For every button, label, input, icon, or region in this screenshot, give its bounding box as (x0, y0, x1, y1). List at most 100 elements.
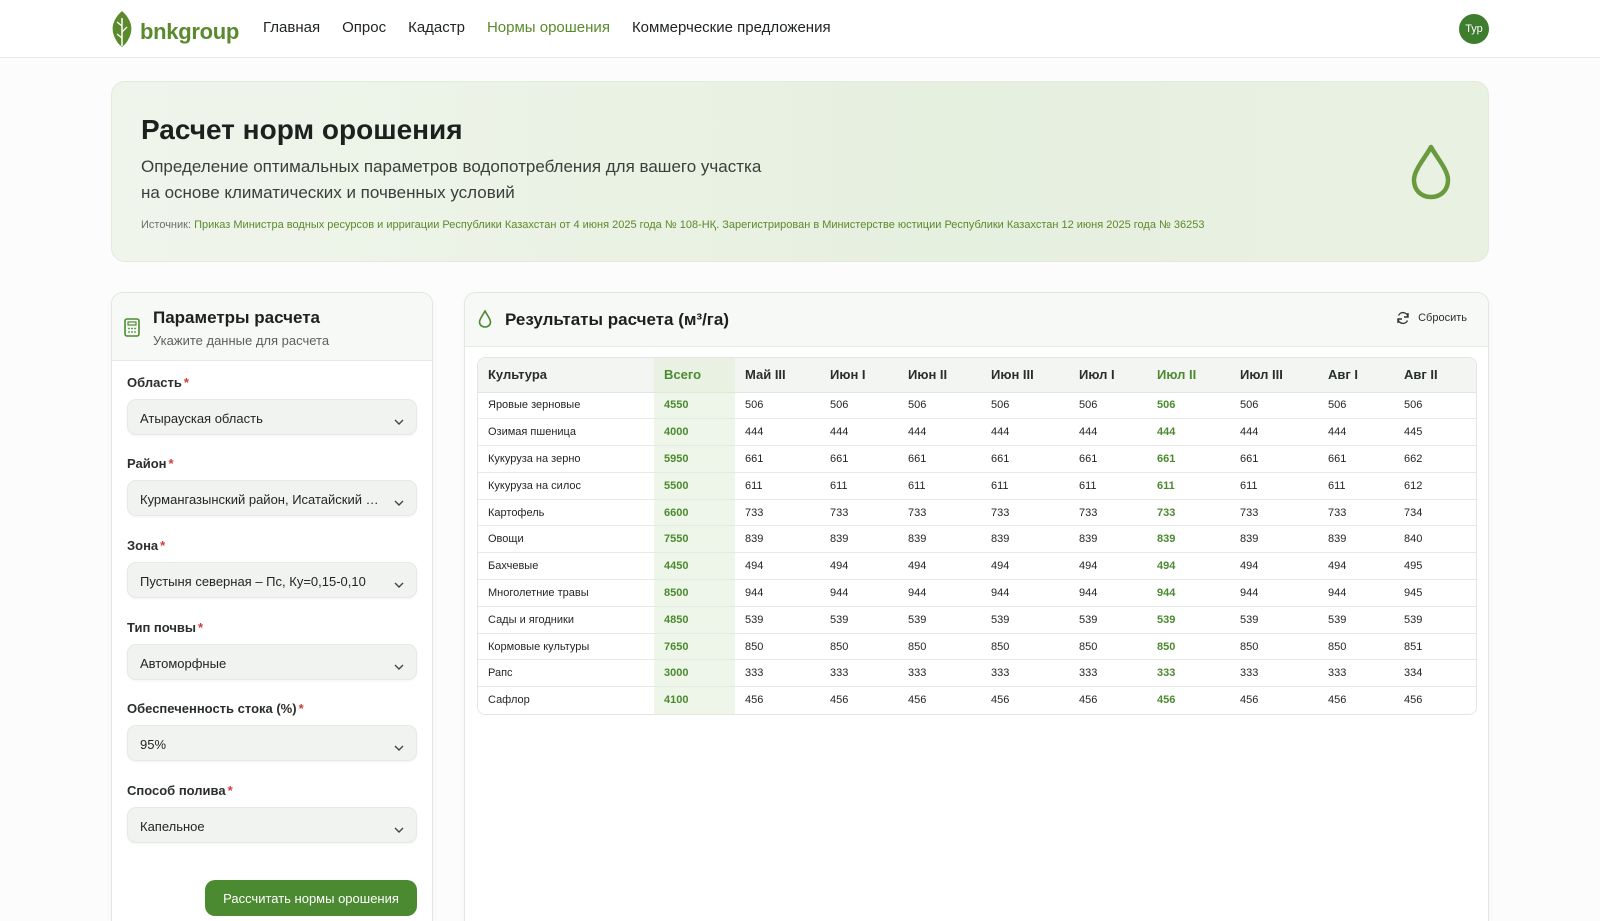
column-header[interactable]: Май III (735, 358, 820, 393)
value-cell: 839 (898, 525, 981, 554)
value-cell: 733 (981, 499, 1069, 527)
crop-name-cell: Картофель (478, 499, 654, 527)
crop-name-cell: Кормовые культуры (478, 633, 654, 661)
value-cell: 456 (1157, 694, 1176, 707)
value-cell: 495 (1394, 552, 1476, 581)
value-cell: 611 (1069, 472, 1147, 500)
value-cell: 734 (1394, 499, 1476, 527)
value-cell: 506 (735, 392, 820, 420)
value-cell: 944 (1318, 579, 1394, 607)
table-row: Сафлор 4100 456 456 456 456 456 456 456 456 456 (478, 686, 1476, 714)
value-cell: 611 (1318, 472, 1394, 500)
value-cell: 444 (820, 418, 898, 447)
region-select[interactable]: Атырауская область (127, 399, 417, 435)
value-cell: 444 (981, 418, 1069, 447)
value-cell: 445 (1394, 418, 1476, 447)
crop-name-cell: Озимая пшеница (478, 418, 654, 447)
user-avatar[interactable]: Тур (1459, 14, 1489, 44)
source-link[interactable]: Приказ Министра водных ресурсов и иррига… (194, 219, 1205, 231)
page-subtitle-line2: на основе климатических и почвенных усло… (141, 183, 515, 202)
results-title: Результаты расчета (м³/га) (505, 310, 730, 329)
value-cell: 840 (1394, 525, 1476, 554)
crop-name-cell: Рапс (478, 659, 654, 688)
value-cell: 733 (898, 499, 981, 527)
value-cell: 333 (735, 659, 820, 688)
calculator-icon (124, 318, 140, 342)
params-panel: Параметры расчета Укажите данные для рас… (111, 292, 433, 921)
value-cell: 494 (981, 552, 1069, 581)
nav-commercial-offers[interactable]: Коммерческие предложения (631, 19, 831, 36)
value-cell: 539 (820, 606, 898, 634)
page-subtitle: Определение оптимальных параметров водоп… (141, 154, 781, 206)
table-row: Кукуруза на зерно 5950 661 661 661 661 661 661 6… (478, 445, 1476, 473)
total-cell: 7650 (654, 633, 735, 661)
district-select[interactable]: Курмангазынский район, Исатайский район (127, 480, 417, 516)
value-cell: 661 (981, 445, 1069, 473)
soil-type-select[interactable]: Автоморфные (127, 644, 417, 680)
column-header[interactable]: Июн I (820, 358, 898, 393)
crop-name-cell: Кукуруза на зерно (478, 445, 654, 473)
value-cell: 944 (735, 579, 820, 607)
page-title: Расчет норм орошения (141, 114, 463, 145)
results-table-body: Яровые зерновые 4550 506 506 506 506 506 506 506… (478, 392, 1476, 714)
results-panel: Результаты расчета (м³/га) Сбросить Куль… (464, 292, 1489, 921)
column-header[interactable]: Всего (654, 358, 735, 393)
value-cell: 494 (1147, 552, 1230, 581)
results-panel-header: Результаты расчета (м³/га) Сбросить (465, 293, 1488, 347)
value-cell: 333 (1147, 659, 1230, 688)
nav-survey[interactable]: Опрос (342, 19, 387, 36)
column-header[interactable]: Июн II (898, 358, 981, 393)
crop-name-cell: Кукуруза на силос (478, 472, 654, 500)
irrigation-method-select[interactable]: Капельное (127, 807, 417, 843)
total-cell: 3000 (654, 659, 735, 688)
brand-name: bnkgroup (140, 18, 240, 44)
value-cell: 661 (1147, 445, 1230, 473)
chevron-down-icon (394, 413, 404, 428)
value-cell: 850 (1230, 633, 1318, 661)
value-cell: 333 (820, 659, 898, 688)
crop-name-cell: Овощи (478, 525, 654, 554)
table-row: Кукуруза на силос 5500 611 611 611 611 611 611 6… (478, 472, 1476, 500)
value-cell: 851 (1394, 633, 1476, 661)
column-header[interactable]: Июл II (1147, 358, 1230, 393)
value-cell: 456 (830, 694, 849, 707)
value-cell: 494 (820, 552, 898, 581)
column-header[interactable]: Июн III (981, 358, 1069, 393)
total-cell: 4100 (654, 686, 735, 714)
value-cell: 733 (1147, 499, 1230, 527)
page-subtitle-line1: Определение оптимальных параметров водоп… (141, 157, 762, 176)
chevron-down-icon (394, 739, 404, 754)
nav-home[interactable]: Главная (263, 19, 321, 36)
brand-logo[interactable]: bnkgroup (110, 10, 239, 53)
params-title: Параметры расчета (153, 308, 321, 327)
source-prefix: Источник: (141, 219, 192, 231)
total-cell: 5500 (654, 472, 735, 500)
value-cell: 539 (1318, 606, 1394, 634)
value-cell: 944 (981, 579, 1069, 607)
water-drop-icon (1409, 144, 1453, 205)
column-header[interactable]: Июл III (1230, 358, 1318, 393)
column-header[interactable]: Авг II (1394, 358, 1476, 393)
reset-button[interactable]: Сбросить (1396, 311, 1467, 325)
refresh-icon (1397, 311, 1409, 325)
chevron-down-icon (394, 658, 404, 673)
value-cell: 539 (1394, 606, 1476, 634)
reset-label: Сбросить (1418, 312, 1467, 324)
calculate-button[interactable]: Рассчитать нормы орошения (205, 880, 417, 916)
nav-cadastre[interactable]: Кадастр (408, 19, 465, 36)
main-nav: Главная Опрос Кадастр Нормы орошения Ком… (263, 19, 853, 36)
value-cell: 839 (1230, 525, 1318, 554)
column-header[interactable]: Культура (478, 358, 654, 393)
value-cell: 539 (735, 606, 820, 634)
column-header[interactable]: Авг I (1318, 358, 1394, 393)
value-cell: 456 (1404, 694, 1423, 707)
source-citation: Источник: Приказ Министра водных ресурсо… (141, 219, 1204, 231)
runoff-select[interactable]: 95% (127, 725, 417, 761)
zone-select[interactable]: Пустыня северная – Пс, Ку=0,15-0,10 (127, 562, 417, 598)
value-cell: 333 (1069, 659, 1147, 688)
value-cell: 850 (898, 633, 981, 661)
value-cell: 506 (981, 392, 1069, 420)
crop-name-cell: Сады и ягодники (478, 606, 654, 634)
nav-irrigation-norms[interactable]: Нормы орошения (486, 19, 610, 36)
column-header[interactable]: Июл I (1069, 358, 1147, 393)
